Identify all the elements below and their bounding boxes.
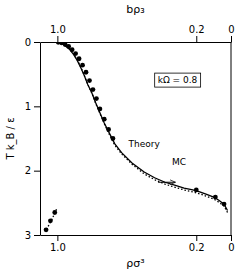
scatter-series [194,188,227,207]
arrow [158,182,175,183]
point [222,202,227,207]
tick: 1.0 [50,235,66,253]
axis-line [41,235,232,236]
tick-mark [57,235,58,241]
x-axis: 0 0.2 1.0 [41,235,235,253]
chart-svg: 0 0.2 1.0 0 0.2 1.0 0 1 2 3 MC Theory kΩ = 0.8 ρσ³ bρ₃… [0,0,243,271]
tick-mark [34,171,40,172]
y-axis-title: T k_B / ε [5,117,17,160]
annotation: kΩ = 0.8 [158,75,198,85]
tick-mark [231,36,232,42]
point [194,188,199,193]
tick-mark [57,36,58,42]
tick-mark [196,36,197,42]
annotations: MC Theory kΩ = 0.8 [128,73,201,167]
tick: 0.2 [189,235,205,253]
tick: 2 [25,165,40,176]
tick: 3 [25,230,40,241]
point [94,96,99,101]
tick-label: 0 [25,37,31,48]
tick: 0 [228,24,234,42]
tick-label: 1.0 [50,24,66,35]
point [213,195,218,200]
tick: 1 [25,101,40,112]
tick-mark [34,42,40,43]
tick-label: 1.0 [50,242,66,253]
tick-mark [34,235,40,236]
scatter-series [44,42,116,232]
point [87,78,92,83]
tick-label: 2 [25,165,31,176]
tick-label: 0 [228,242,234,253]
point [111,136,116,141]
point [73,51,78,56]
axis-line [40,43,41,236]
point [52,210,57,215]
annotation: MC [172,157,186,167]
y-axis: 0 1 2 3 [25,37,41,241]
line [47,209,57,228]
x2-axis-title: bρ₃ [126,3,144,16]
point [80,63,85,68]
point [44,227,49,232]
tick-mark [231,235,232,241]
tick: 0 [25,37,40,48]
point [56,42,61,45]
tick-label: 0.2 [189,24,205,35]
tick: 0 [228,235,234,253]
tick-label: 0 [228,24,234,35]
line [60,43,228,211]
point [48,218,53,223]
annotation-frame [155,73,201,87]
tick: 1.0 [50,24,66,42]
tick-mark [196,235,197,241]
point [77,56,82,61]
annotation: Theory [128,139,161,149]
point [91,87,96,92]
tick-label: 1 [25,101,31,112]
point [84,70,89,75]
axis-line [41,42,232,43]
data-marks [44,42,228,232]
line [60,42,228,212]
plot-area: 0 0.2 1.0 0 0.2 1.0 0 1 2 3 MC Theory kΩ = 0.8 [25,24,235,253]
tick-label: 0.2 [189,242,205,253]
tick-label: 3 [25,230,31,241]
annotation-box: kΩ = 0.8 [155,73,201,87]
frame-line [231,42,232,235]
tick-mark [34,106,40,107]
chart-container: 0 0.2 1.0 0 0.2 1.0 0 1 2 3 MC Theory kΩ = 0.8 ρσ³ bρ₃… [0,0,243,271]
x-axis-title: ρσ³ [126,257,144,270]
x2-axis: 0 0.2 1.0 [41,24,235,43]
point [98,107,103,112]
point [106,127,111,132]
tick: 0.2 [189,24,205,42]
point [102,117,107,122]
